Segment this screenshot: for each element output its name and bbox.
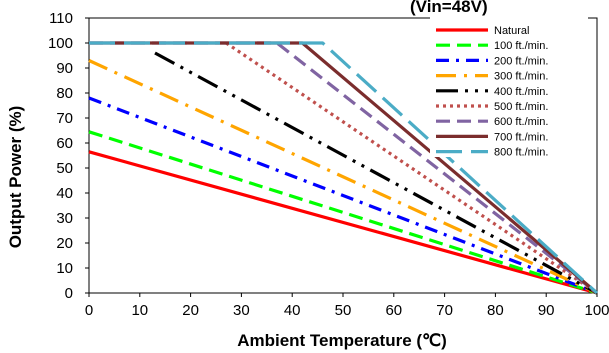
- legend-label-4: 400 ft./min.: [494, 86, 548, 98]
- series-line-4: [154, 51, 598, 295]
- x-tick-label: 30: [233, 302, 250, 319]
- x-tick-label: 80: [487, 302, 504, 319]
- y-tick-label: 50: [56, 160, 73, 177]
- x-tick-label: 60: [385, 302, 402, 319]
- legend-box: [430, 17, 588, 157]
- y-tick-label: 80: [56, 85, 73, 102]
- legend-label-1: 100 ft./min.: [494, 40, 548, 52]
- x-tick-label: 90: [538, 302, 555, 319]
- x-axis-title: Ambient Temperature (℃): [237, 331, 447, 350]
- x-tick-label: 100: [584, 302, 609, 319]
- y-tick-label: 90: [56, 60, 73, 77]
- y-tick-label: 20: [56, 235, 73, 252]
- series-line-0: [88, 150, 598, 295]
- series-line-1: [88, 130, 598, 295]
- legend-label-3: 300 ft./min.: [494, 71, 548, 83]
- y-tick-label: 10: [56, 260, 73, 277]
- x-tick-label: 40: [284, 302, 301, 319]
- y-tick-label: 70: [56, 110, 73, 127]
- y-tick-label: 40: [56, 185, 73, 202]
- legend-label-2: 200 ft./min.: [494, 55, 548, 67]
- legend-label-6: 600 ft./min.: [494, 116, 548, 128]
- series-line-3: [88, 59, 598, 295]
- y-tick-label: 0: [65, 285, 73, 302]
- legend-label-7: 700 ft./min.: [494, 131, 548, 143]
- x-tick-label: 10: [131, 302, 148, 319]
- y-axis-title: Output Power (%): [6, 106, 25, 249]
- y-tick-label: 60: [56, 135, 73, 152]
- y-tick-label: 110: [49, 10, 73, 27]
- series-line-8: [89, 41, 599, 295]
- legend-label-5: 500 ft./min.: [494, 101, 548, 113]
- series-line-5: [225, 41, 598, 295]
- y-tick-label: 30: [56, 210, 73, 227]
- chart-title: (Vin=48V): [410, 0, 488, 16]
- x-tick-label: 50: [335, 302, 352, 319]
- legend-label-8: 800 ft./min.: [494, 147, 548, 159]
- legend-label-0: Natural: [494, 25, 529, 37]
- series-line-2: [88, 96, 598, 295]
- x-tick-label: 0: [85, 302, 93, 319]
- x-tick-label: 20: [182, 302, 199, 319]
- x-tick-label: 70: [436, 302, 453, 319]
- y-tick-label: 100: [48, 35, 73, 52]
